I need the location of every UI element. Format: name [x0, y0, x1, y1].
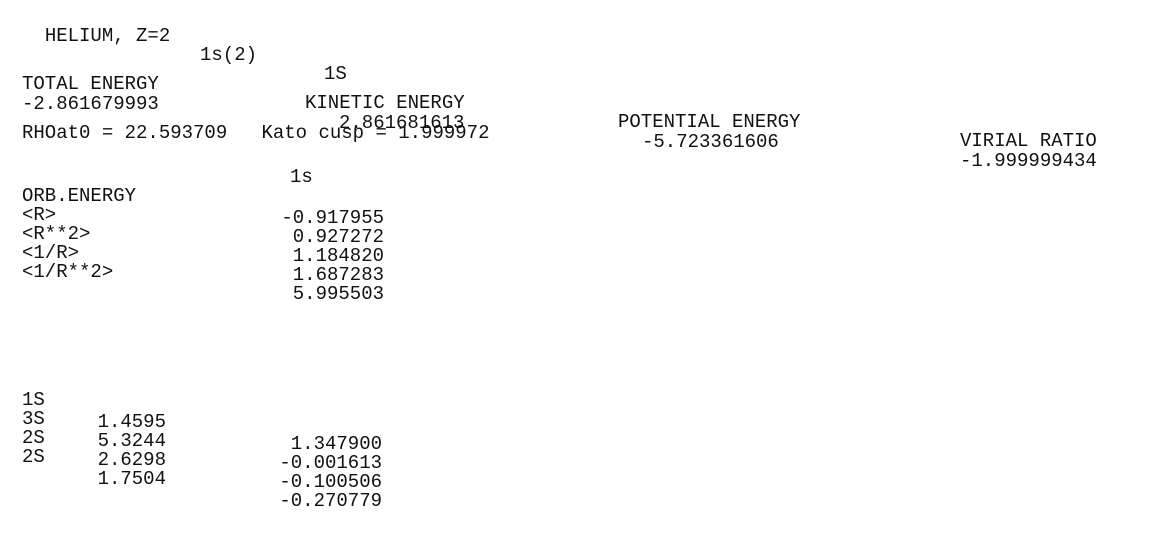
atom-label: HELIUM, Z=2 — [44, 25, 171, 47]
basis-exponent: 1.7504 — [97, 468, 166, 490]
property-label: <R> — [22, 204, 57, 226]
property-label: <1/R> — [22, 242, 80, 264]
potential-energy-value: -5.723361606 — [642, 131, 779, 153]
virial-ratio-value: -1.999999434 — [960, 150, 1097, 172]
energy-labels-row: TOTAL ENERGY KINETIC ENERGY POTENTIAL EN… — [22, 56, 1172, 151]
total-energy-value: -2.861679993 — [22, 93, 159, 115]
term-label: 1S — [324, 63, 347, 85]
total-energy-label: TOTAL ENERGY — [22, 73, 159, 95]
basis-exponent: 5.3244 — [97, 430, 166, 452]
basis-coefficient: -0.270779 — [279, 490, 382, 512]
basis-function-label: 1S — [22, 389, 45, 411]
table-row: <1/R> 1.687283 — [22, 220, 384, 286]
potential-energy-label: POTENTIAL ENERGY — [618, 111, 801, 133]
table-row: <R**2> 1.184820 — [22, 201, 384, 267]
kinetic-energy-label: KINETIC ENERGY — [305, 92, 465, 114]
orbital-properties-table: 1s ORB.ENERGY -0.917955 <R> 0.927272 <R*… — [22, 144, 384, 305]
property-label: <1/R**2> — [22, 261, 114, 283]
table-row: <1/R**2> 5.995503 — [22, 239, 384, 305]
property-value: 5.995503 — [292, 283, 384, 305]
property-value: -0.917955 — [281, 207, 384, 229]
table-row: ORB.ENERGY -0.917955 — [22, 163, 384, 229]
orbital-column-header: 1s — [290, 166, 313, 188]
energy-values-row: -2.861679993 2.861681613 -5.723361606 -1… — [22, 76, 1172, 171]
header-line: HELIUM, Z=2 1s(2) 1S — [22, 8, 347, 84]
table-row: 2S 1.7504 -0.270779 — [22, 424, 382, 512]
basis-functions-table: 1S 1.4595 1.347900 3S 5.3244 -0.001613 2… — [22, 367, 382, 512]
property-label: <R**2> — [22, 223, 91, 245]
property-label: ORB.ENERGY — [22, 185, 137, 207]
table-row: 2S 2.6298 -0.100506 — [22, 405, 382, 493]
configuration-label: 1s(2) — [200, 44, 258, 66]
table-row: 3S 5.3244 -0.001613 — [22, 386, 382, 474]
basis-function-label: 3S — [22, 408, 45, 430]
virial-ratio-label: VIRIAL RATIO — [960, 130, 1097, 152]
basis-function-label: 2S — [22, 446, 45, 468]
basis-coefficient: 1.347900 — [290, 433, 382, 455]
table-row: 1S 1.4595 1.347900 — [22, 367, 382, 455]
basis-function-label: 2S — [22, 427, 45, 449]
property-value: 1.687283 — [292, 264, 384, 286]
orbital-column-header-row: 1s — [22, 144, 313, 188]
table-row: <R> 0.927272 — [22, 182, 384, 248]
property-value: 1.184820 — [292, 245, 384, 267]
basis-exponent: 1.4595 — [97, 411, 166, 433]
document-page: { "header": { "atom": "HELIUM, Z=2", "co… — [22, 8, 1172, 512]
kinetic-energy-value: 2.861681613 — [339, 112, 465, 134]
density-cusp-line: RHOat0 = 22.593709 Kato cusp = 1.999972 — [22, 122, 490, 144]
property-value: 0.927272 — [292, 226, 384, 248]
